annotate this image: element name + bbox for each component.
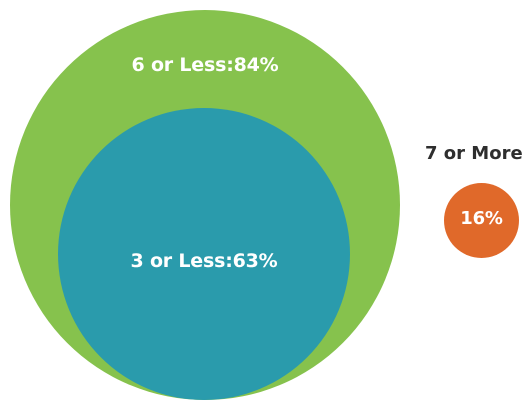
inner-circle-3-or-less [58,108,350,400]
label-7-or-more-value: 16% [460,208,503,229]
label-6-or-less: 6 or Less:84% [131,54,279,76]
small-circle-7-or-more [444,183,519,258]
label-3-or-less: 3 or Less:63% [130,250,278,272]
label-7-or-more-title: 7 or More [425,143,523,164]
